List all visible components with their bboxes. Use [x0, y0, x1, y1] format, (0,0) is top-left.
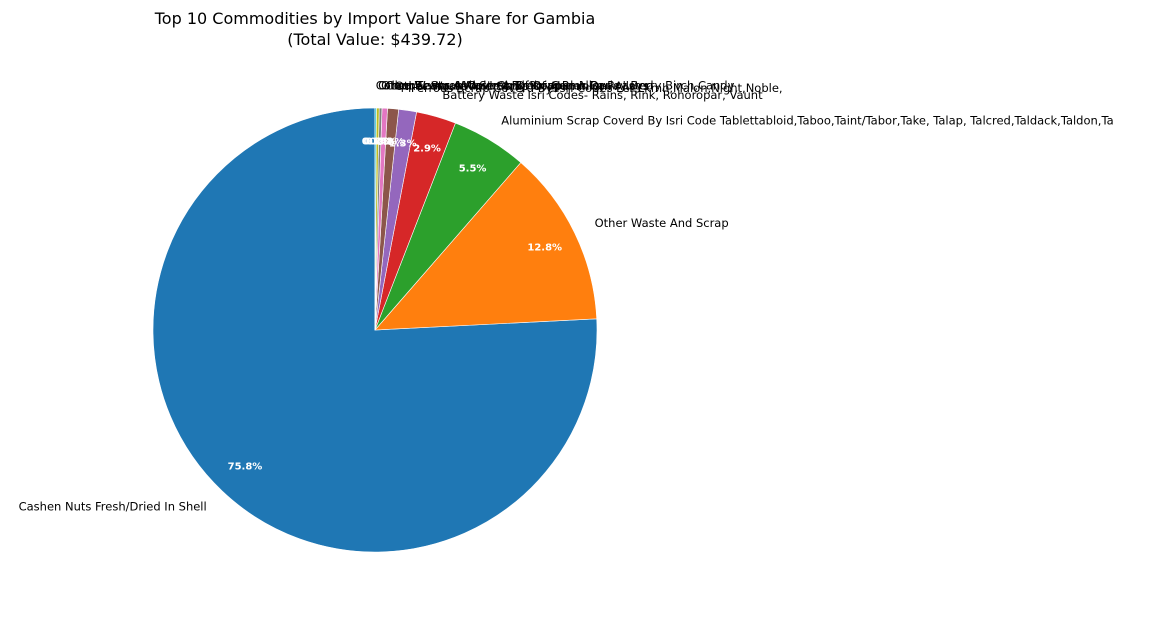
- slice-label-5: Other Waste And Scrap Of Aluminium Alloy…: [395, 79, 649, 93]
- slice-label-8: Other Waste And Scrap Of Copper Alloys: [378, 78, 612, 92]
- pie-slice-9: [374, 107, 377, 331]
- slice-percent-7: 0.2%: [366, 136, 394, 147]
- slice-percent-4: 1.3%: [389, 138, 417, 149]
- slice-label-3: Battery Waste Isri Codes- Rains, Rink, R…: [442, 88, 763, 102]
- slice-label-9: Cocoa Beans, Whole Or Broken, Raw Or Roa…: [376, 78, 654, 92]
- pie-slices: [152, 107, 598, 553]
- slice-percent-1: 12.8%: [527, 243, 562, 254]
- pie-percent-labels: 75.8%12.8%5.5%2.9%1.3%0.8%0.4%0.2%0.2%0.…: [228, 136, 562, 472]
- slice-percent-5: 0.8%: [377, 137, 405, 148]
- slice-percent-3: 2.9%: [413, 144, 441, 155]
- pie-slice-0: [152, 107, 598, 553]
- slice-percent-6: 0.4%: [369, 136, 397, 147]
- slice-label-0: Cashen Nuts Fresh/Dried In Shell: [19, 499, 207, 513]
- slice-percent-8: 0.2%: [364, 136, 392, 147]
- chart-title-line1: Top 10 Commodities by Import Value Share…: [154, 9, 596, 28]
- slice-percent-2: 5.5%: [459, 163, 487, 174]
- slice-label-2: Aluminium Scrap Coverd By Isri Code Tabl…: [501, 113, 1113, 127]
- slice-percent-9: 0.1%: [362, 136, 390, 147]
- pie-labels: Cashen Nuts Fresh/Dried In Shell Other Wa…: [19, 78, 1114, 513]
- pie-slice-1: [374, 162, 598, 331]
- slice-label-6: Copper Scrap Coverd By Isri Codes Barley…: [386, 79, 735, 93]
- slice-percent-0: 75.8%: [228, 462, 263, 473]
- chart-title-line2: (Total Value: $439.72): [287, 30, 463, 49]
- slice-label-7: Other Ferrous Waste And Scrap: [381, 78, 561, 92]
- slice-label-4: Ferrous Scrap Coverd By Isri Codes Ler,L…: [411, 81, 783, 95]
- slice-label-1: Other Waste And Scrap: [595, 216, 729, 230]
